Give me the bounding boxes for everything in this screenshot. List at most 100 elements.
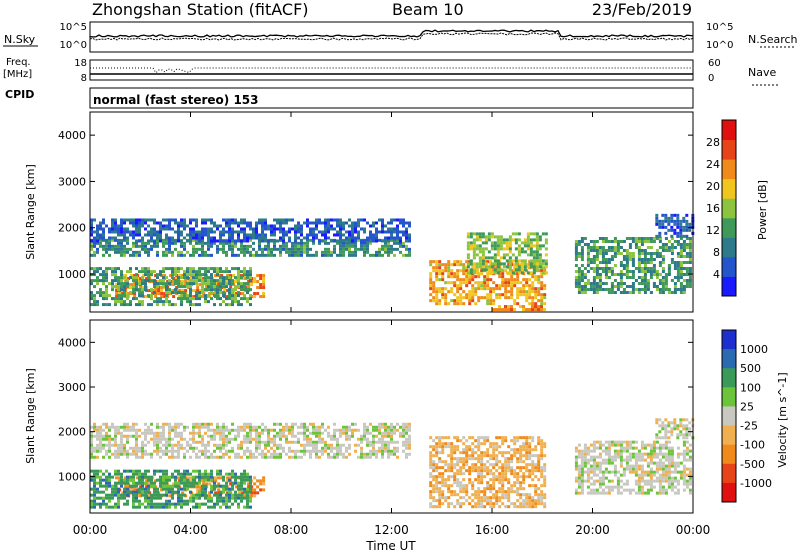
heatmap-cell (475, 265, 479, 269)
heatmap-cell (285, 250, 288, 254)
heatmap-cell (625, 285, 629, 288)
heatmap-cell (204, 300, 207, 304)
heatmap-cell (180, 434, 183, 438)
heatmap-cell (351, 241, 354, 245)
heatmap-cell (111, 437, 114, 441)
heatmap-cell (147, 270, 150, 274)
heatmap-cell (111, 484, 114, 488)
heatmap-cell (150, 270, 153, 274)
heatmap-cell (688, 285, 692, 288)
heatmap-cell (150, 428, 153, 432)
heatmap-cell (462, 263, 466, 267)
heatmap-cell (432, 448, 436, 452)
heatmap-cell (507, 290, 511, 294)
heatmap-cell (228, 279, 231, 283)
heatmap-cell (147, 218, 150, 222)
heatmap-cell (163, 292, 167, 296)
heatmap-cell (534, 305, 537, 309)
heatmap-cell (258, 218, 261, 222)
heatmap-cell (189, 443, 192, 447)
heatmap-cell (171, 276, 174, 280)
heatmap-cell (655, 216, 659, 220)
heatmap-cell (478, 259, 482, 263)
heatmap-cell (634, 267, 638, 270)
heatmap-cell (141, 244, 144, 248)
heatmap-cell (486, 299, 490, 303)
heatmap-cell (264, 227, 267, 231)
heatmap-cell (309, 221, 312, 225)
heatmap-cell (174, 288, 177, 292)
heatmap-cell (195, 502, 198, 506)
heatmap-cell (369, 431, 372, 435)
heatmap-cell (456, 445, 460, 449)
heatmap-cell (213, 449, 216, 453)
heatmap-cell (297, 250, 300, 254)
heatmap-cell (429, 445, 433, 449)
heatmap-cell (202, 482, 206, 486)
heatmap-cell (513, 505, 517, 509)
heatmap-cell (279, 428, 282, 432)
heatmap-cell (261, 247, 264, 251)
heatmap-cell (135, 233, 138, 237)
heatmap-cell (288, 449, 291, 453)
heatmap-cell (99, 505, 102, 509)
heatmap-cell (234, 230, 237, 234)
heatmap-cell (339, 230, 342, 234)
freq-label: Freq. (6, 57, 31, 68)
heatmap-cell (204, 493, 207, 497)
heatmap-cell (601, 270, 605, 273)
heatmap-cell (604, 249, 608, 252)
heatmap-cell (478, 232, 482, 236)
heatmap-cell (174, 425, 177, 429)
heatmap-cell (510, 487, 514, 491)
heatmap-cell (447, 466, 451, 470)
heatmap-cell (525, 475, 529, 479)
heatmap-cell (634, 246, 638, 249)
nave-trace (90, 67, 693, 74)
heatmap-cell (171, 452, 174, 456)
heatmap-cell (96, 472, 99, 476)
heatmap-cell (522, 293, 526, 297)
heatmap-cell (259, 277, 263, 281)
heatmap-cell (282, 446, 285, 450)
heatmap-cell (192, 250, 195, 254)
heatmap-cell (237, 294, 240, 298)
heatmap-cell (507, 278, 511, 282)
heatmap-cell (141, 440, 144, 444)
heatmap-cell (535, 250, 539, 254)
heatmap-cell (253, 482, 257, 486)
heatmap-cell (523, 268, 527, 272)
heatmap-cell (474, 269, 478, 273)
heatmap-cell (261, 440, 264, 444)
heatmap-cell (171, 484, 174, 488)
heatmap-cell (213, 505, 216, 509)
heatmap-cell (510, 290, 514, 294)
heatmap-cell (481, 265, 485, 269)
heatmap-cell (432, 505, 436, 509)
heatmap-cell (472, 253, 476, 257)
heatmap-cell (312, 236, 315, 240)
heatmap-cell (667, 288, 671, 291)
heatmap-cell (147, 496, 150, 500)
heatmap-cell (483, 296, 487, 300)
heatmap-cell (258, 443, 261, 447)
heatmap-cell (148, 289, 152, 293)
heatmap-cell (261, 250, 264, 254)
heatmap-cell (294, 253, 297, 257)
heatmap-cell (96, 300, 99, 304)
heatmap-cell (249, 303, 252, 307)
heatmap-cell (469, 268, 473, 272)
heatmap-cell (171, 472, 174, 476)
heatmap-cell (312, 449, 315, 453)
heatmap-cell (658, 264, 662, 267)
heatmap-cell (96, 279, 99, 283)
heatmap-cell (165, 285, 168, 289)
heatmap-cell (444, 287, 448, 291)
heatmap-cell (486, 272, 490, 276)
heatmap-cell (658, 273, 662, 276)
heatmap-cell (138, 221, 141, 225)
heatmap-cell (480, 463, 484, 467)
heatmap-cell (165, 238, 168, 242)
heatmap-cell (685, 255, 689, 258)
heatmap-cell (210, 291, 213, 295)
